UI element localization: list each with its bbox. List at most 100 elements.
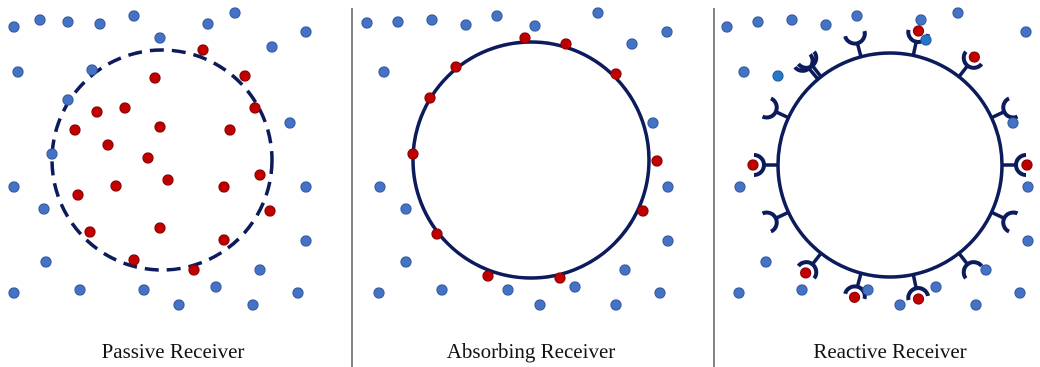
free-molecule xyxy=(491,10,503,22)
free-molecule xyxy=(229,7,241,19)
bound-molecule xyxy=(1021,159,1033,171)
receptor-stem xyxy=(775,110,790,120)
free-molecule xyxy=(738,66,750,78)
free-molecule xyxy=(62,16,74,28)
receptor-stem xyxy=(855,272,863,288)
receptor-stem xyxy=(990,210,1005,220)
free-molecule xyxy=(254,264,266,276)
absorbing-receiver-caption: Absorbing Receiver xyxy=(446,339,616,363)
free-molecule xyxy=(502,284,514,296)
free-molecule xyxy=(400,203,412,215)
free-molecule xyxy=(460,19,472,31)
absorbing-receiver-panel xyxy=(361,7,674,311)
free-molecule xyxy=(662,235,674,247)
passive-receiver-caption: Passive Receiver xyxy=(101,339,245,363)
receptor xyxy=(957,252,984,280)
receptor-cup xyxy=(961,260,984,280)
captured-molecule xyxy=(224,124,236,136)
free-molecule xyxy=(619,264,631,276)
passive-receiver-panel xyxy=(8,7,312,311)
captured-molecule xyxy=(637,205,649,217)
free-molecule xyxy=(284,117,296,129)
free-molecule xyxy=(529,20,541,32)
captured-molecule xyxy=(154,121,166,133)
free-molecule xyxy=(40,256,52,268)
receptor xyxy=(906,274,931,305)
free-molecule xyxy=(820,19,832,31)
captured-molecule xyxy=(142,152,154,164)
passive-receiver-boundary xyxy=(50,48,274,272)
receptor xyxy=(761,96,790,120)
receptor-cup xyxy=(753,153,766,177)
free-molecule xyxy=(980,264,992,276)
captured-molecule xyxy=(239,70,251,82)
free-molecule xyxy=(721,21,733,33)
reactive-receiver-surface xyxy=(776,51,1004,279)
receptor xyxy=(796,252,823,280)
receptor-cup xyxy=(1014,153,1027,177)
captured-molecule xyxy=(72,189,84,201)
free-molecule xyxy=(1007,117,1019,129)
receptor xyxy=(1002,153,1033,177)
free-molecule xyxy=(920,34,932,46)
captured-molecule xyxy=(554,272,566,284)
captured-molecule xyxy=(119,102,131,114)
free-molecule xyxy=(34,14,46,26)
free-molecule xyxy=(534,299,546,311)
captured-molecule xyxy=(149,72,161,84)
free-molecule xyxy=(300,26,312,38)
bound-molecule xyxy=(747,159,759,171)
free-molecule xyxy=(1020,26,1032,38)
free-molecule xyxy=(173,299,185,311)
receptor-cup xyxy=(961,50,984,70)
captured-molecule xyxy=(651,155,663,167)
free-molecule xyxy=(662,181,674,193)
receptor-cup xyxy=(761,96,779,120)
free-molecule xyxy=(610,299,622,311)
bound-molecule xyxy=(912,293,925,305)
free-molecule xyxy=(38,203,50,215)
free-molecule xyxy=(970,299,982,311)
receptor xyxy=(796,50,823,78)
captured-molecule xyxy=(560,38,572,50)
free-molecule xyxy=(626,38,638,50)
receptor-cup xyxy=(843,30,867,46)
free-molecule xyxy=(862,284,874,296)
free-molecule xyxy=(569,281,581,293)
receptor-cup xyxy=(1001,96,1019,120)
reactive-receiver-caption: Reactive Receiver xyxy=(813,339,967,363)
free-molecule xyxy=(1022,235,1034,247)
free-molecule xyxy=(915,14,927,26)
free-molecule xyxy=(592,7,604,19)
free-molecule xyxy=(952,7,964,19)
free-molecule xyxy=(851,10,863,22)
free-molecule xyxy=(426,14,438,26)
receptor xyxy=(761,210,790,234)
receptor-stem xyxy=(911,274,918,289)
free-molecule xyxy=(46,148,58,160)
free-molecule xyxy=(86,64,98,76)
free-molecule xyxy=(654,287,666,299)
free-molecule xyxy=(661,26,673,38)
free-molecule xyxy=(361,17,373,29)
captured-molecule xyxy=(197,44,209,56)
free-molecule xyxy=(138,284,150,296)
free-molecule xyxy=(436,284,448,296)
captured-molecule xyxy=(162,174,174,186)
captured-molecule xyxy=(424,92,436,104)
captured-molecule xyxy=(102,139,114,151)
captured-molecule xyxy=(84,226,96,238)
free-molecule xyxy=(374,181,386,193)
free-molecule xyxy=(734,181,746,193)
captured-molecule xyxy=(69,124,81,136)
captured-molecule xyxy=(249,102,261,114)
free-molecule xyxy=(752,16,764,28)
captured-molecule xyxy=(519,32,531,44)
free-molecule xyxy=(796,284,808,296)
free-molecule xyxy=(266,41,278,53)
free-molecule xyxy=(247,299,259,311)
free-molecule xyxy=(94,18,106,30)
absorbing-receiver-surface xyxy=(411,40,651,280)
receptor xyxy=(843,30,867,58)
